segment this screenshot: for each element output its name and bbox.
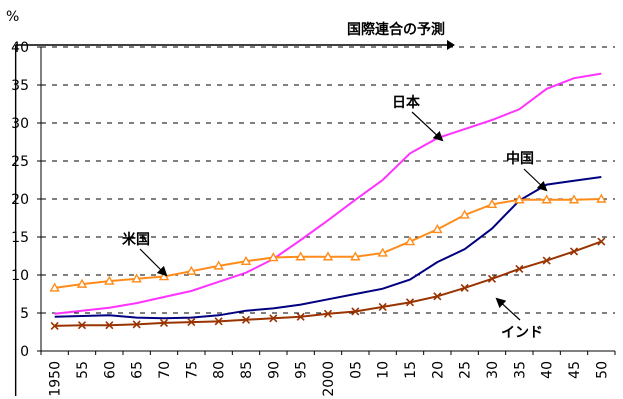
data-point	[241, 315, 251, 324]
x-tick-label: 80	[212, 361, 228, 379]
label-us-group: 米国	[122, 231, 168, 277]
projection-marker: 国際連合の予測	[14, 21, 455, 396]
data-point	[269, 314, 278, 323]
series-line	[54, 176, 602, 320]
y-tick-label: 10	[11, 268, 29, 284]
series-label-india: インド	[501, 325, 543, 341]
y-tick-label: 0	[20, 344, 29, 360]
data-point	[486, 198, 498, 209]
x-tick-label: 50	[594, 361, 610, 379]
series-line	[54, 72, 602, 315]
series-2	[49, 193, 607, 292]
label-arrow-japan	[411, 111, 444, 142]
series-1	[54, 176, 602, 320]
projection-label: 国際連合の予測	[347, 21, 445, 38]
data-point	[433, 292, 442, 301]
data-point	[50, 321, 59, 330]
y-tick-label: 20	[11, 192, 29, 208]
y-tick-label: 30	[11, 116, 29, 132]
x-tick-label: 60	[102, 361, 118, 379]
label-arrow-china	[523, 168, 548, 192]
x-tick-label: 20	[430, 361, 446, 379]
data-point	[404, 236, 416, 246]
x-tick-label: 90	[266, 361, 282, 379]
data-point	[105, 321, 114, 330]
y-tick-label: 5	[20, 306, 29, 322]
y-axis-label: %	[6, 9, 19, 25]
x-tick-label: 70	[157, 361, 173, 379]
data-point	[459, 209, 470, 219]
x-tick-label: 05	[348, 361, 364, 379]
data-point	[49, 282, 60, 292]
data-point	[322, 251, 334, 261]
data-point	[187, 318, 196, 327]
data-point	[569, 247, 579, 256]
data-point	[214, 317, 223, 326]
data-point	[568, 194, 580, 204]
x-tick-label: 85	[239, 361, 255, 379]
x-tick-label: 25	[458, 361, 474, 379]
projection-arrow-head	[447, 40, 455, 50]
data-point	[377, 247, 388, 257]
x-tick-label: 95	[294, 361, 310, 379]
data-point	[515, 264, 524, 273]
y-tick-label: 25	[11, 154, 29, 170]
y-tick-label: 15	[11, 230, 29, 246]
data-point	[240, 255, 252, 266]
series-label-us: 米国	[122, 231, 150, 248]
x-tick-label: 35	[512, 361, 528, 379]
data-point	[542, 256, 551, 265]
data-point	[432, 223, 443, 234]
data-point	[159, 318, 169, 327]
data-point	[514, 194, 525, 204]
data-point	[104, 275, 115, 285]
series-label-china: 中国	[506, 150, 534, 167]
data-point	[268, 252, 279, 262]
x-tick-label: 30	[485, 361, 501, 379]
y-tick-label: 40	[11, 40, 29, 56]
data-point	[487, 274, 497, 283]
label-india-group: インド	[495, 297, 543, 341]
y-tick-label: 35	[11, 78, 29, 94]
data-point	[132, 320, 141, 329]
data-point	[76, 278, 88, 288]
x-tick-label: 55	[75, 361, 91, 379]
data-point	[378, 302, 387, 311]
data-point	[323, 309, 333, 318]
data-point	[296, 312, 305, 321]
data-point	[295, 251, 306, 261]
x-axis-ticks: 1950 55 60 65 70 75 80 85 90 95 2000 05 10 15 20 25 30 35…	[40, 351, 616, 397]
data-point	[350, 251, 361, 261]
x-tick-label: 65	[130, 361, 146, 379]
x-tick-label: 40	[540, 361, 556, 379]
data-point	[213, 260, 224, 270]
data-point	[186, 265, 197, 275]
grid-lines	[41, 46, 615, 314]
data-point	[460, 283, 469, 292]
data-point	[131, 273, 142, 283]
data-point	[77, 321, 87, 330]
label-arrow-india	[495, 297, 521, 321]
label-arrow-us	[139, 248, 168, 277]
data-point	[596, 193, 607, 203]
data-point	[541, 194, 552, 204]
x-tick-label: 45	[567, 361, 583, 379]
label-japan-group: 日本	[392, 94, 444, 142]
series-label-japan: 日本	[392, 94, 421, 111]
x-tick-label: 2000	[321, 361, 337, 397]
series-3	[50, 237, 606, 330]
data-point	[597, 237, 606, 246]
series-group	[49, 72, 607, 330]
label-china-group: 中国	[506, 150, 548, 192]
data-point	[351, 307, 360, 316]
data-point	[405, 298, 415, 307]
x-tick-label: 15	[403, 361, 419, 379]
x-tick-label: 10	[376, 361, 392, 379]
x-tick-label: 1950	[48, 361, 64, 397]
x-tick-label: 75	[184, 361, 200, 379]
